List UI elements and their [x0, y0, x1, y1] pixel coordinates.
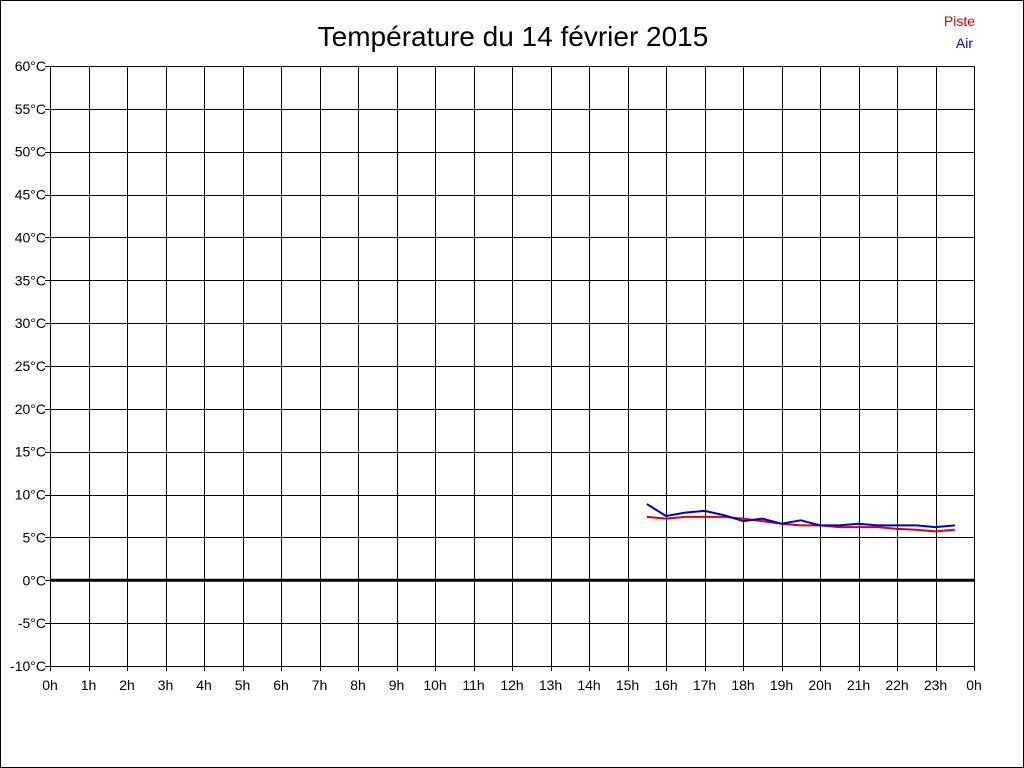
y-tick-label: 25°C	[15, 358, 46, 374]
y-tick-label: 30°C	[15, 315, 46, 331]
x-tick-label: 17h	[693, 677, 716, 693]
x-tick-label: 14h	[577, 677, 600, 693]
legend-item-air: Air	[956, 35, 973, 51]
series-lines	[646, 503, 955, 533]
x-tick-label: 13h	[539, 677, 562, 693]
y-tick-label: 10°C	[15, 487, 46, 503]
x-tick-label: 8h	[350, 677, 366, 693]
x-tick-label: 2h	[119, 677, 135, 693]
chart-title: Température du 14 février 2015	[318, 21, 709, 52]
x-tick-label: 3h	[158, 677, 174, 693]
x-tick-label: 18h	[731, 677, 754, 693]
grid-lines	[45, 66, 975, 671]
series-line-air	[646, 503, 955, 529]
y-tick-label: 45°C	[15, 187, 46, 203]
y-tick-label: 15°C	[15, 444, 46, 460]
y-tick-label: 20°C	[15, 401, 46, 417]
x-tick-label: 19h	[770, 677, 793, 693]
y-tick-label: -5°C	[18, 615, 46, 631]
x-tick-label: 6h	[273, 677, 289, 693]
series-line-piste	[646, 515, 955, 533]
x-tick-label: 5h	[235, 677, 251, 693]
y-tick-label: 40°C	[15, 229, 46, 245]
x-tick-label: 9h	[389, 677, 405, 693]
x-tick-label: 4h	[196, 677, 212, 693]
y-tick-label: -10°C	[10, 658, 46, 674]
y-axis-ticks: 60°C 55°C 50°C 45°C 40°C 35°C 30°C 25°C 20°C 15°C…	[10, 58, 46, 674]
x-tick-label: 15h	[616, 677, 639, 693]
y-tick-label: 0°C	[23, 572, 47, 588]
x-tick-label: 7h	[312, 677, 328, 693]
legend-item-piste: Piste	[944, 13, 975, 29]
x-tick-label: 16h	[654, 677, 677, 693]
x-tick-label: 1h	[81, 677, 97, 693]
x-tick-label: 21h	[847, 677, 870, 693]
y-tick-label: 55°C	[15, 101, 46, 117]
x-tick-label: 0h	[42, 677, 58, 693]
y-tick-label: 35°C	[15, 272, 46, 288]
x-tick-label: 11h	[462, 677, 484, 693]
x-axis-ticks: 0h 1h 2h 3h 4h 5h 6h 7h 8h 9h 10h 11h 12h 13h 14h 15h 16…	[42, 677, 982, 693]
x-tick-label: 0h	[966, 677, 982, 693]
x-tick-label: 23h	[924, 677, 947, 693]
y-tick-label: 50°C	[15, 144, 46, 160]
y-tick-label: 60°C	[15, 58, 46, 74]
x-tick-label: 12h	[500, 677, 523, 693]
x-tick-label: 22h	[885, 677, 908, 693]
y-tick-label: 5°C	[23, 529, 47, 545]
x-tick-label: 10h	[423, 677, 446, 693]
x-tick-label: 20h	[808, 677, 831, 693]
